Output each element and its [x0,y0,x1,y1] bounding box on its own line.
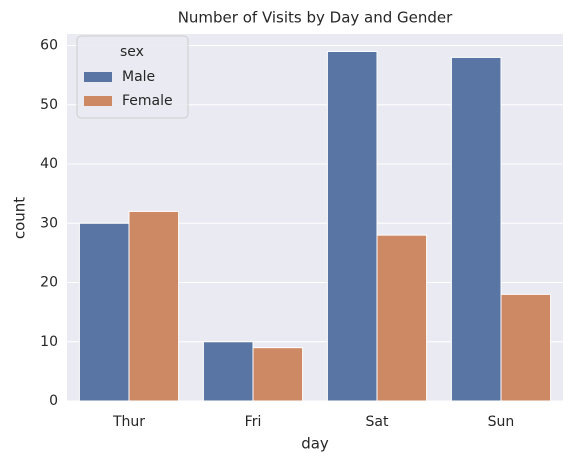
bar [252,347,304,402]
legend-title: sex [120,44,144,60]
bar [128,210,180,402]
x-tick-label: Thur [112,414,145,430]
bar [326,50,378,402]
bar [78,222,130,402]
y-tick-label: 30 [40,215,58,231]
y-axis-label: count [11,197,29,239]
x-tick-label: Sat [366,414,389,430]
legend-label: Female [122,93,173,109]
legend-label: Male [122,69,155,85]
bars [78,50,552,402]
bar [376,234,428,402]
y-tick-label: 50 [40,97,58,113]
x-tick-label: Sun [488,414,515,430]
chart-title: Number of Visits by Day and Gender [178,9,453,27]
y-tick-label: 0 [49,393,58,409]
legend: sex Male Female [76,35,189,119]
y-tick-label: 60 [40,38,58,54]
bar [500,293,552,402]
y-tick-label: 40 [40,156,58,172]
y-tick-label: 20 [40,275,58,291]
x-axis-label: day [301,435,329,453]
x-tick-label: Fri [245,414,262,430]
bar [202,341,254,402]
y-tick-label: 10 [40,334,58,350]
legend-swatch [84,72,112,82]
legend-swatch [84,96,112,106]
bar [450,56,502,402]
